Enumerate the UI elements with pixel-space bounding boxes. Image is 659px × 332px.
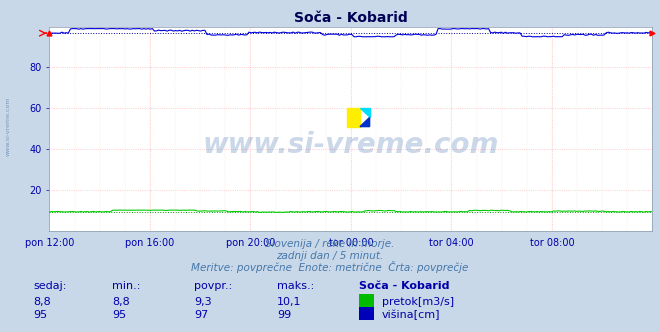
Text: 97: 97 <box>194 310 209 320</box>
Text: pretok[m3/s]: pretok[m3/s] <box>382 297 453 307</box>
Text: 99: 99 <box>277 310 291 320</box>
Polygon shape <box>360 108 370 118</box>
Bar <box>347 108 360 126</box>
Text: 8,8: 8,8 <box>112 297 130 307</box>
Text: 95: 95 <box>33 310 47 320</box>
Title: Soča - Kobarid: Soča - Kobarid <box>294 11 408 25</box>
Text: Meritve: povprečne  Enote: metrične  Črta: povprečje: Meritve: povprečne Enote: metrične Črta:… <box>191 261 468 273</box>
Text: zadnji dan / 5 minut.: zadnji dan / 5 minut. <box>276 251 383 261</box>
Text: sedaj:: sedaj: <box>33 281 67 291</box>
Text: www.si-vreme.com: www.si-vreme.com <box>203 131 499 159</box>
Text: maks.:: maks.: <box>277 281 314 291</box>
Text: 9,3: 9,3 <box>194 297 212 307</box>
Text: višina[cm]: višina[cm] <box>382 310 440 320</box>
Text: 10,1: 10,1 <box>277 297 301 307</box>
Text: www.si-vreme.com: www.si-vreme.com <box>5 96 11 156</box>
Text: Slovenija / reke in morje.: Slovenija / reke in morje. <box>265 239 394 249</box>
Polygon shape <box>360 118 370 126</box>
Text: 8,8: 8,8 <box>33 297 51 307</box>
Text: Soča - Kobarid: Soča - Kobarid <box>359 281 449 291</box>
Text: min.:: min.: <box>112 281 140 291</box>
Text: povpr.:: povpr.: <box>194 281 233 291</box>
Text: 95: 95 <box>112 310 126 320</box>
